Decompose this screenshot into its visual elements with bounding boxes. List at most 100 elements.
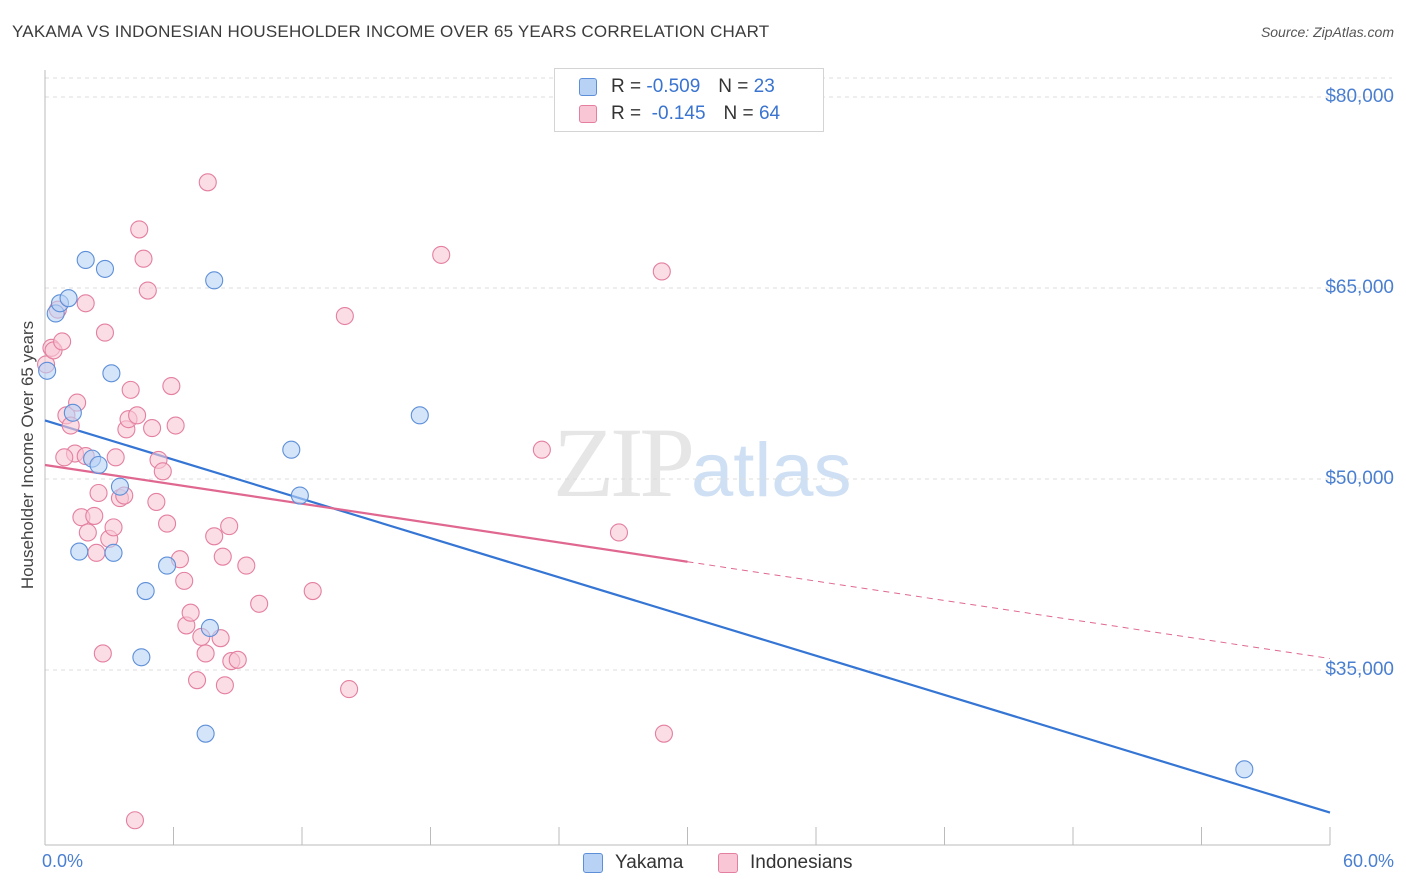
- yakama-point: [136, 582, 155, 601]
- data-points: [37, 173, 1254, 830]
- source-label: Source: ZipAtlas.com: [1260, 24, 1394, 40]
- indonesians-point: [125, 811, 144, 830]
- legend-n-value: 64: [758, 103, 781, 124]
- axes: [44, 70, 1331, 846]
- yakama-point: [205, 271, 224, 290]
- indonesians-point: [104, 518, 123, 537]
- y-tick-label: $35,000: [1325, 659, 1394, 680]
- y-tick-label: $80,000: [1325, 86, 1394, 107]
- yakama-swatch: [579, 78, 597, 96]
- yakama-point: [282, 440, 301, 459]
- indonesians-swatch: [718, 853, 738, 873]
- indonesians-point: [175, 571, 194, 590]
- indonesians-point: [198, 173, 217, 192]
- legend-n-label: N =: [723, 103, 754, 124]
- indonesians-point: [138, 281, 157, 300]
- indonesians-point: [121, 380, 140, 399]
- chart-title: YAKAMA VS INDONESIAN HOUSEHOLDER INCOME …: [12, 22, 770, 41]
- x-tick-label-max: 60.0%: [1342, 851, 1394, 871]
- indonesians-point: [228, 650, 247, 669]
- indonesians-swatch: [579, 105, 597, 123]
- yakama-point: [59, 289, 78, 308]
- indonesians-point: [95, 323, 115, 342]
- indonesians-point: [93, 644, 112, 663]
- legend-r-value: -0.145: [651, 103, 706, 124]
- indonesians-point: [196, 644, 215, 663]
- indonesians-point: [205, 527, 224, 546]
- indonesians-point: [78, 523, 97, 542]
- indonesians-point: [181, 603, 200, 622]
- indonesians-trend-line: [44, 463, 688, 563]
- yakama-point: [110, 477, 130, 496]
- indonesians-point: [55, 448, 74, 467]
- bottom-legend-label: Indonesians: [750, 852, 853, 873]
- legend-row-yakama: R = -0.509 N = 23: [579, 75, 775, 99]
- indonesians-point: [128, 406, 147, 425]
- indonesians-point: [220, 517, 239, 536]
- yakama-point: [70, 542, 89, 561]
- watermark: ZIPatlas: [553, 405, 852, 520]
- indonesians-point: [158, 514, 177, 533]
- indonesians-point: [335, 306, 354, 326]
- indonesians-point: [153, 462, 172, 481]
- bottom-legend-yakama: Yakama: [583, 852, 683, 874]
- indonesians-point: [532, 440, 551, 459]
- yakama-point: [76, 250, 95, 270]
- indonesians-point: [213, 547, 232, 566]
- indonesians-point: [162, 376, 181, 396]
- indonesians-point: [215, 676, 234, 695]
- indonesians-point: [188, 671, 207, 690]
- indonesians-point: [303, 582, 322, 601]
- legend-n-value: 23: [753, 76, 775, 97]
- indonesians-point: [85, 506, 104, 525]
- indonesians-point: [652, 262, 671, 281]
- yakama-point: [200, 618, 219, 638]
- y-tick-label: $50,000: [1325, 468, 1394, 489]
- indonesians-point: [147, 492, 166, 511]
- legend-n-label: N =: [718, 76, 749, 97]
- indonesians-point: [654, 724, 673, 743]
- trend-lines: [44, 419, 1331, 814]
- yakama-point: [158, 556, 177, 575]
- indonesians-point: [143, 419, 162, 438]
- correlation-legend: R = -0.509 N = 23 R = -0.145 N = 64: [554, 68, 824, 132]
- indonesians-point: [432, 245, 451, 264]
- yakama-point: [410, 406, 429, 425]
- yakama-point: [1235, 760, 1254, 779]
- yakama-point: [63, 403, 82, 422]
- yakama-point: [89, 455, 108, 475]
- yakama-point: [38, 361, 57, 380]
- indonesians-point: [53, 332, 72, 351]
- indonesians-point: [237, 556, 256, 575]
- bottom-legend-indonesians: Indonesians: [718, 852, 852, 874]
- x-tick-label-min: 0.0%: [42, 851, 84, 871]
- indonesians-point: [106, 448, 125, 467]
- legend-r-label: R =: [611, 103, 642, 124]
- legend-r-value: -0.509: [646, 76, 701, 97]
- indonesians-point: [76, 294, 95, 313]
- watermark-zip: ZIP: [553, 407, 695, 518]
- indonesians-point: [130, 220, 149, 239]
- indonesians-point: [609, 523, 629, 542]
- indonesians-trend-extension: [687, 561, 1331, 660]
- bottom-legend-label: Yakama: [615, 852, 684, 873]
- yakama-point: [196, 724, 215, 743]
- y-tick-label: $65,000: [1325, 277, 1394, 298]
- yakama-point: [102, 364, 121, 383]
- indonesians-point: [250, 594, 269, 613]
- indonesians-point: [89, 483, 108, 503]
- yakama-point: [132, 648, 151, 667]
- grid-lines: [45, 77, 1392, 671]
- y-axis-label: Householder Income Over 65 years: [18, 320, 37, 590]
- indonesians-point: [166, 416, 185, 435]
- legend-r-label: R =: [611, 76, 642, 97]
- indonesians-point: [87, 543, 106, 562]
- yakama-point: [290, 486, 309, 505]
- indonesians-point: [134, 249, 153, 268]
- yakama-swatch: [583, 853, 603, 873]
- watermark-atlas: atlas: [691, 428, 852, 513]
- yakama-trend-line: [44, 419, 1331, 814]
- legend-row-indonesians: R = -0.145 N = 64: [579, 102, 780, 126]
- indonesians-point: [340, 680, 359, 699]
